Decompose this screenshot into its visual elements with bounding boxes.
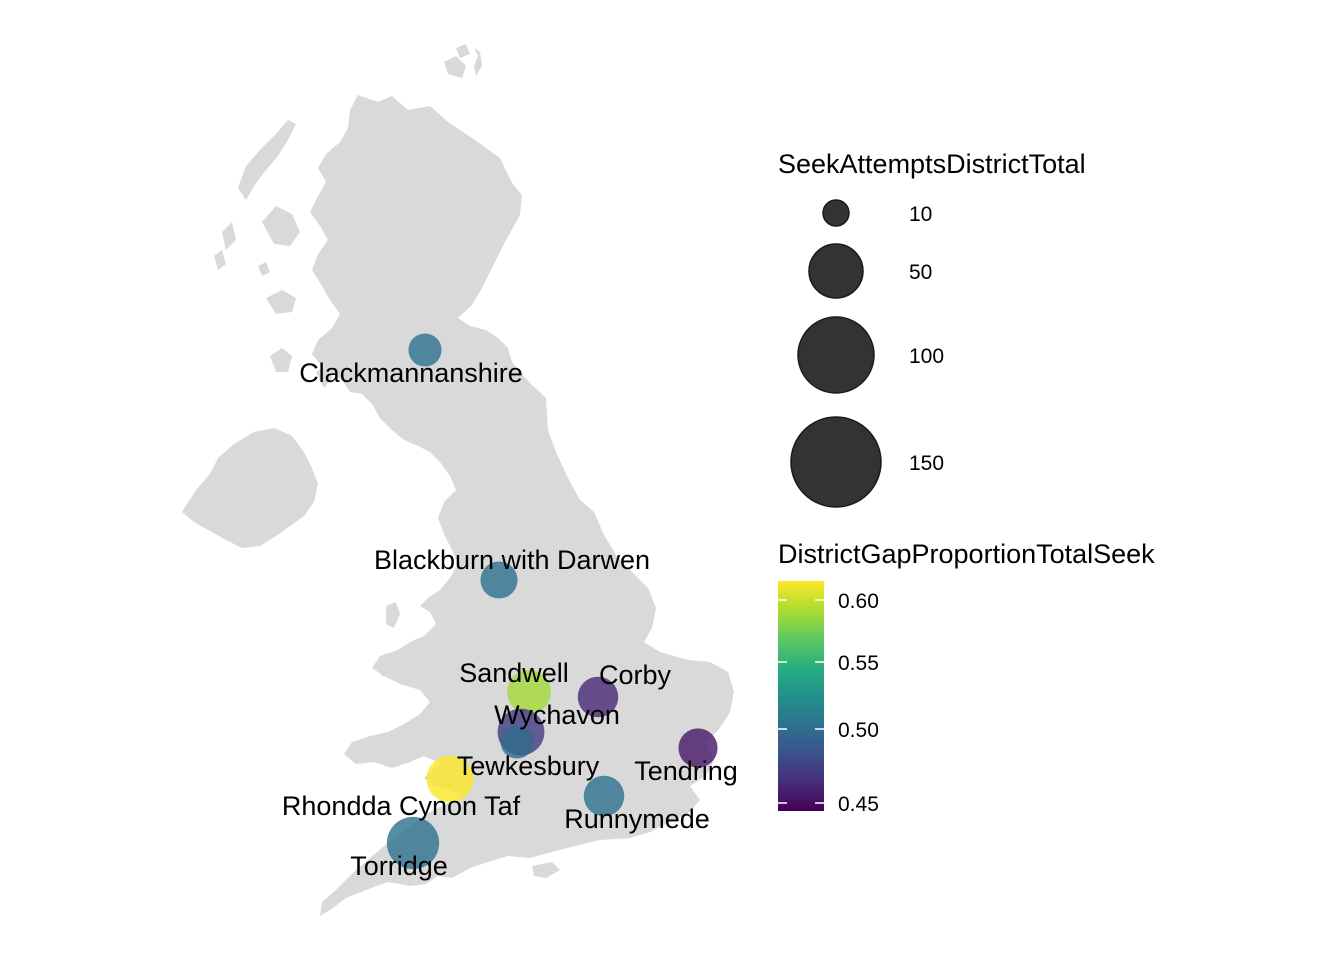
great-britain-island	[310, 95, 734, 916]
size-key-50	[808, 243, 864, 299]
bubble-layer	[386, 333, 718, 870]
uist-fragment	[214, 250, 226, 270]
color-legend-title: DistrictGapProportionTotalSeek	[778, 539, 1155, 569]
color-legend: DistrictGapProportionTotalSeek 0.60 0.55…	[778, 539, 1155, 816]
arran	[316, 366, 332, 388]
size-label-10: 10	[909, 203, 932, 226]
colorbar-label-055: 0.55	[838, 652, 879, 675]
isle-of-wight	[532, 862, 560, 878]
colorbar-label-060: 0.60	[838, 590, 879, 613]
isle-of-man	[386, 602, 400, 628]
bubble-runnymede	[583, 775, 625, 817]
size-key-100	[797, 316, 875, 394]
point-labels: Clackmannanshire Blackburn with Darwen S…	[282, 358, 738, 881]
mull	[266, 290, 296, 314]
orkney	[444, 56, 466, 78]
size-key-150	[790, 416, 882, 508]
isle-of-skye	[262, 206, 300, 246]
label-torridge: Torridge	[350, 851, 448, 881]
bubble-tewkesbury	[500, 725, 534, 759]
shetland	[474, 48, 482, 76]
label-clackmannanshire: Clackmannanshire	[299, 358, 523, 388]
colorbar-label-050: 0.50	[838, 719, 879, 742]
northern-ireland	[182, 428, 318, 548]
label-sandwell: Sandwell	[459, 658, 569, 688]
bubble-sandwell	[507, 670, 551, 714]
bubble-tendring	[678, 728, 718, 768]
bubble-corby	[577, 676, 619, 718]
label-corby: Corby	[599, 660, 672, 690]
outer-hebrides	[238, 120, 296, 200]
small-isles	[258, 262, 270, 276]
label-rhondda-cynon-taf: Rhondda Cynon Taf	[282, 791, 521, 821]
label-tewkesbury: Tewkesbury	[457, 751, 600, 781]
size-label-100: 100	[909, 345, 944, 368]
bubble-rhondda-cynon-taf	[426, 755, 474, 803]
orkney-north	[456, 44, 470, 58]
bubble-clackmannanshire	[408, 333, 442, 367]
islay	[270, 348, 292, 372]
colorbar-label-045: 0.45	[838, 793, 879, 816]
size-label-50: 50	[909, 261, 932, 284]
anglesey	[374, 656, 404, 676]
label-blackburn-with-darwen: Blackburn with Darwen	[374, 545, 650, 575]
bubble-torridge	[386, 816, 440, 870]
label-runnymede: Runnymede	[564, 804, 710, 834]
size-label-150: 150	[909, 452, 944, 475]
bubble-blackburn-with-darwen	[480, 561, 518, 599]
size-key-10	[822, 199, 850, 227]
size-legend: SeekAttemptsDistrictTotal 10 50 100 150	[778, 149, 1086, 508]
label-wychavon: Wychavon	[494, 700, 620, 730]
label-tendring: Tendring	[634, 756, 738, 786]
lewis-fragment	[222, 222, 236, 250]
landmass	[182, 44, 734, 916]
size-legend-title: SeekAttemptsDistrictTotal	[778, 149, 1086, 179]
colorbar	[778, 581, 824, 811]
